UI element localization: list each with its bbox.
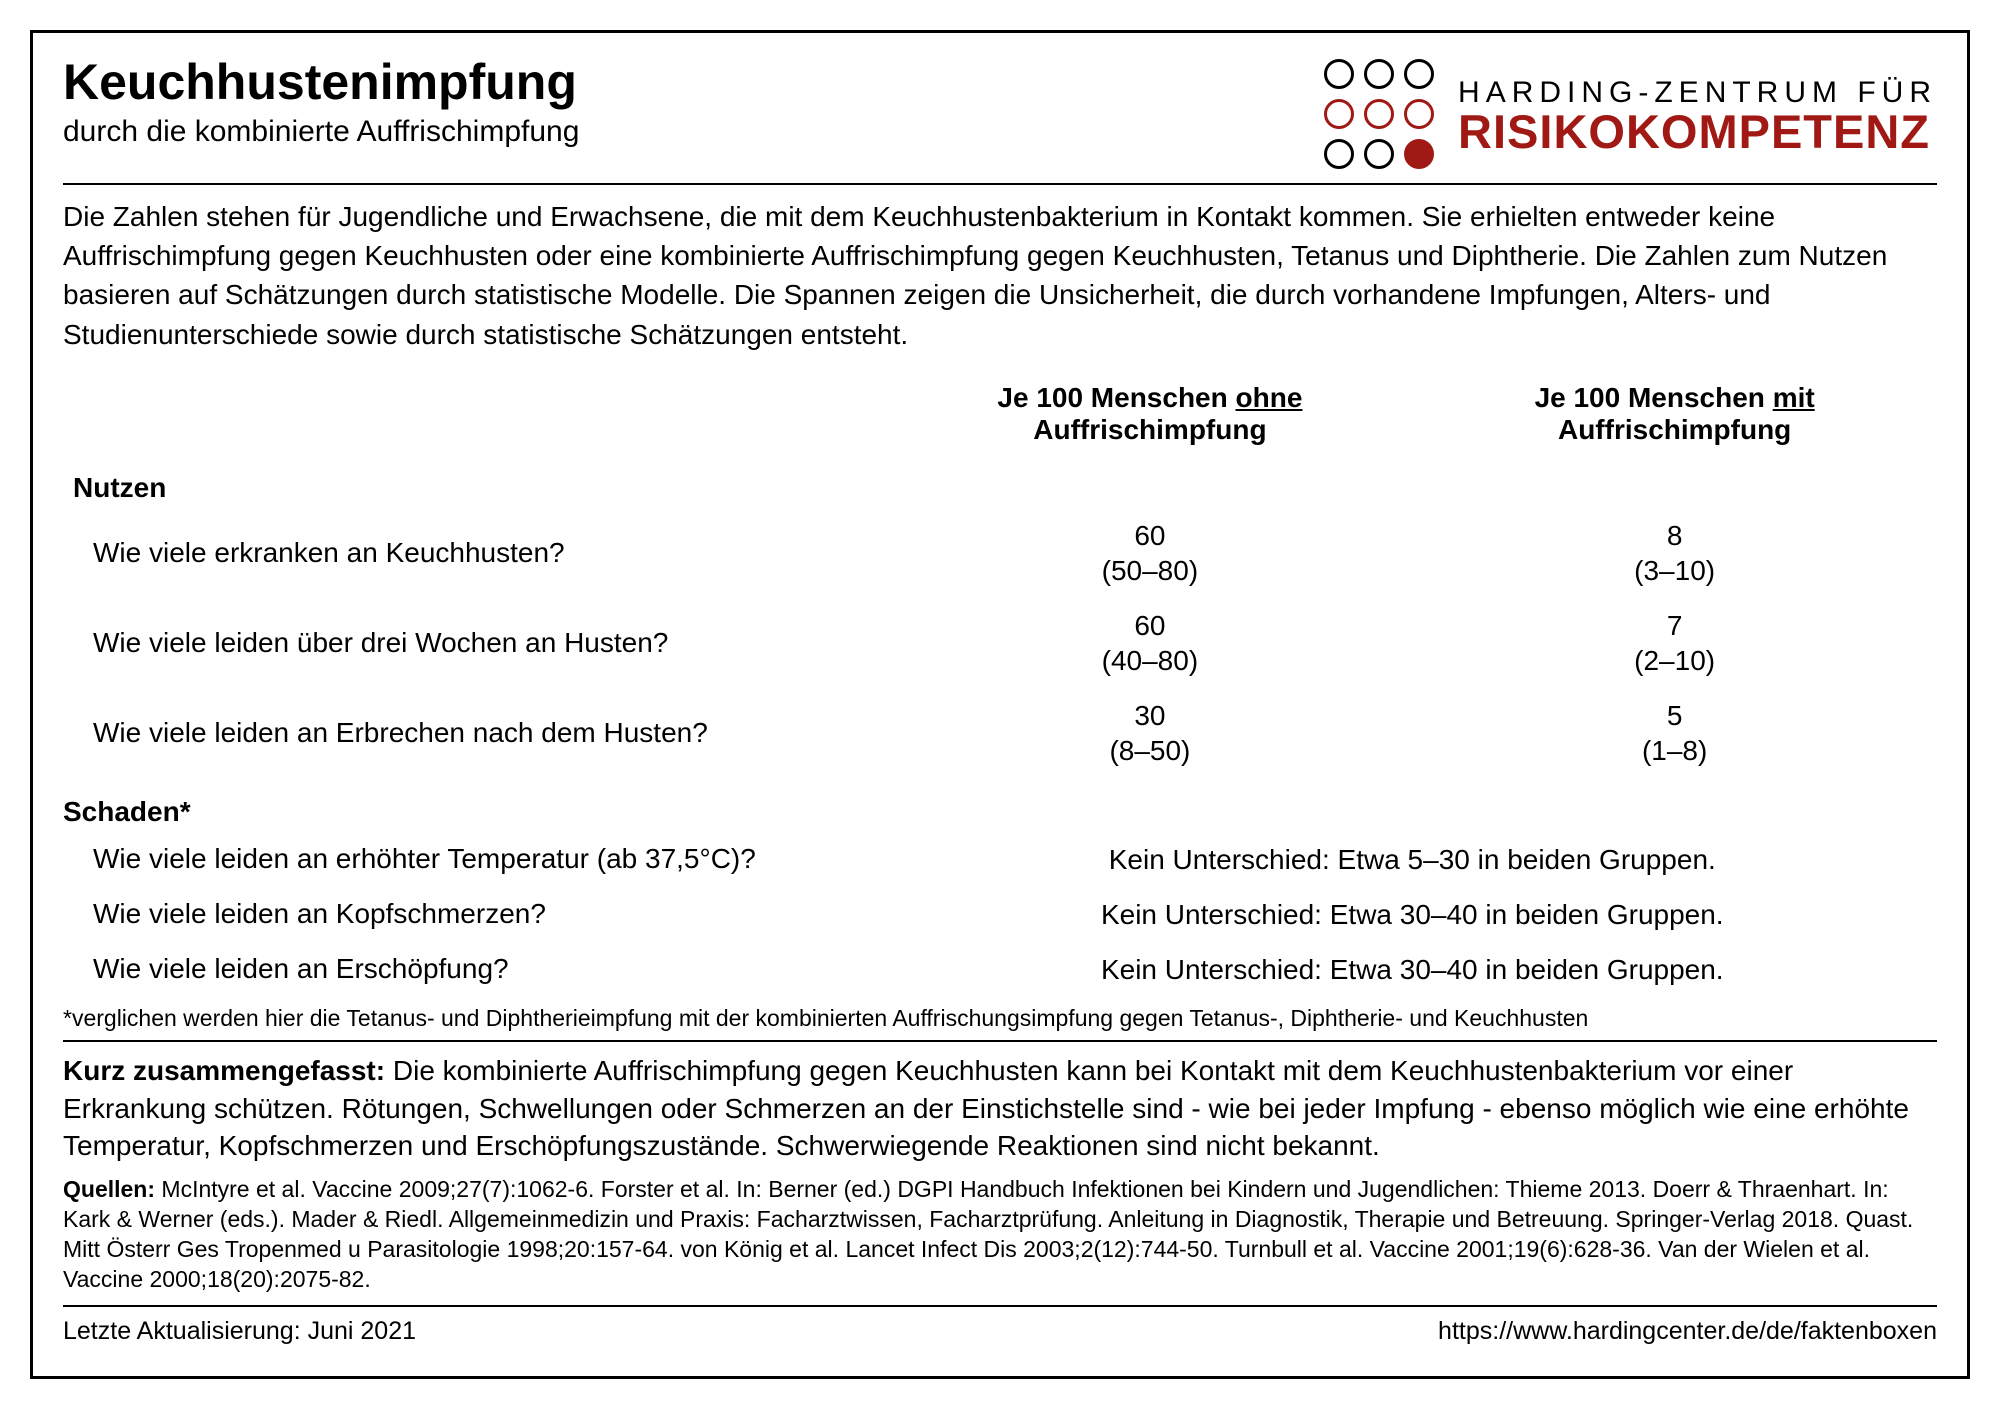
harm-answer: Kein Unterschied: Etwa 30–40 in beiden G… (888, 887, 1937, 942)
harm-question: Wie viele leiden an erhöhter Temperatur … (63, 832, 888, 887)
col-header-without: Je 100 Menschen ohne Auffrischimpfung (888, 374, 1413, 454)
col-header-with: Je 100 Menschen mit Auffrischimpfung (1412, 374, 1937, 454)
footer: Letzte Aktualisierung: Juni 2021 https:/… (63, 1317, 1937, 1346)
last-updated: Letzte Aktualisierung: Juni 2021 (63, 1317, 416, 1346)
fact-table: Je 100 Menschen ohne Auffrischimpfung Je… (63, 374, 1937, 997)
factbox: Keuchhustenimpfung durch die kombinierte… (30, 30, 1970, 1379)
table-row: Wie viele leiden über drei Wochen an Hus… (63, 598, 1937, 688)
harm-question: Wie viele leiden an Erschöpfung? (63, 942, 888, 997)
source-url: https://www.hardingcenter.de/de/faktenbo… (1438, 1317, 1937, 1346)
value-without: 30(8–50) (888, 688, 1413, 778)
logo-dots-icon (1324, 59, 1438, 173)
table-row: Wie viele leiden an erhöhter Temperatur … (63, 832, 1937, 887)
benefit-question: Wie viele leiden über drei Wochen an Hus… (63, 598, 888, 688)
harm-question: Wie viele leiden an Kopfschmerzen? (63, 887, 888, 942)
benefit-question: Wie viele erkranken an Keuchhusten? (63, 508, 888, 598)
value-with: 7(2–10) (1412, 598, 1937, 688)
section-harm: Schaden* (63, 778, 888, 832)
page-title: Keuchhustenimpfung (63, 53, 579, 111)
logo-line-2: RISIKOKOMPETENZ (1458, 108, 1937, 155)
header: Keuchhustenimpfung durch die kombinierte… (63, 53, 1937, 185)
intro-text: Die Zahlen stehen für Jugendliche und Er… (63, 197, 1937, 354)
table-row: Wie viele leiden an Erbrechen nach dem H… (63, 688, 1937, 778)
logo: HARDING-ZENTRUM FÜR RISIKOKOMPETENZ (1324, 59, 1937, 173)
harm-answer: Kein Unterschied: Etwa 5–30 in beiden Gr… (888, 832, 1937, 887)
value-without: 60(40–80) (888, 598, 1413, 688)
summary: Kurz zusammengefasst: Die kombinierte Au… (63, 1052, 1937, 1165)
logo-line-1: HARDING-ZENTRUM FÜR (1458, 78, 1937, 108)
table-row: Wie viele erkranken an Keuchhusten? 60(5… (63, 508, 1937, 598)
table-row: Wie viele leiden an Kopfschmerzen? Kein … (63, 887, 1937, 942)
sources-label: Quellen: (63, 1176, 155, 1202)
value-with: 5(1–8) (1412, 688, 1937, 778)
benefit-question: Wie viele leiden an Erbrechen nach dem H… (63, 688, 888, 778)
value-with: 8(3–10) (1412, 508, 1937, 598)
table-row: Wie viele leiden an Erschöpfung? Kein Un… (63, 942, 1937, 997)
sources: Quellen: McIntyre et al. Vaccine 2009;27… (63, 1175, 1937, 1307)
sources-text: McIntyre et al. Vaccine 2009;27(7):1062-… (63, 1176, 1913, 1292)
summary-label: Kurz zusammengefasst: (63, 1055, 385, 1086)
harm-answer: Kein Unterschied: Etwa 30–40 in beiden G… (888, 942, 1937, 997)
value-without: 60(50–80) (888, 508, 1413, 598)
footnote: *verglichen werden hier die Tetanus- und… (63, 1005, 1937, 1042)
section-benefit: Nutzen (63, 454, 888, 508)
title-block: Keuchhustenimpfung durch die kombinierte… (63, 53, 579, 149)
page-subtitle: durch die kombinierte Auffrischimpfung (63, 115, 579, 149)
logo-text: HARDING-ZENTRUM FÜR RISIKOKOMPETENZ (1458, 78, 1937, 155)
